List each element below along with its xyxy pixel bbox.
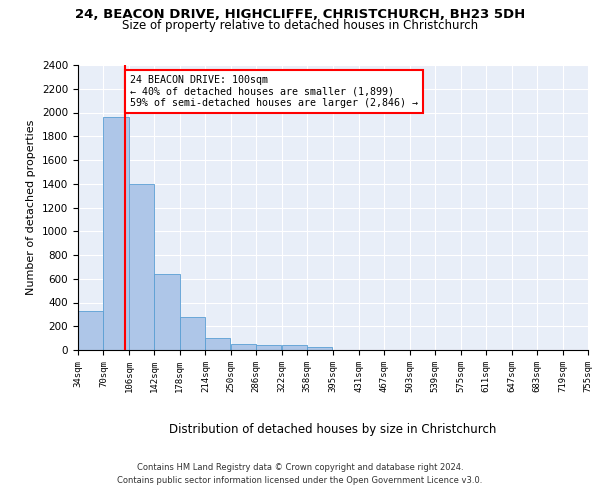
Bar	[103, 117, 128, 350]
Text: 24 BEACON DRIVE: 100sqm
← 40% of detached houses are smaller (1,899)
59% of semi: 24 BEACON DRIVE: 100sqm ← 40% of detache…	[130, 74, 418, 108]
Text: 24, BEACON DRIVE, HIGHCLIFFE, CHRISTCHURCH, BH23 5DH: 24, BEACON DRIVE, HIGHCLIFFE, CHRISTCHUR…	[75, 8, 525, 20]
Text: Contains HM Land Registry data © Crown copyright and database right 2024.: Contains HM Land Registry data © Crown c…	[137, 462, 463, 471]
Bar	[256, 345, 281, 350]
Bar	[78, 312, 103, 350]
Bar	[307, 348, 332, 350]
Text: Contains public sector information licensed under the Open Government Licence v3: Contains public sector information licen…	[118, 476, 482, 485]
Bar	[180, 318, 205, 350]
Y-axis label: Number of detached properties: Number of detached properties	[26, 120, 37, 295]
Bar	[282, 346, 307, 350]
Bar	[205, 338, 230, 350]
Bar	[154, 274, 179, 350]
Bar	[129, 184, 154, 350]
Text: Distribution of detached houses by size in Christchurch: Distribution of detached houses by size …	[169, 422, 497, 436]
Bar	[231, 344, 256, 350]
Text: Size of property relative to detached houses in Christchurch: Size of property relative to detached ho…	[122, 19, 478, 32]
